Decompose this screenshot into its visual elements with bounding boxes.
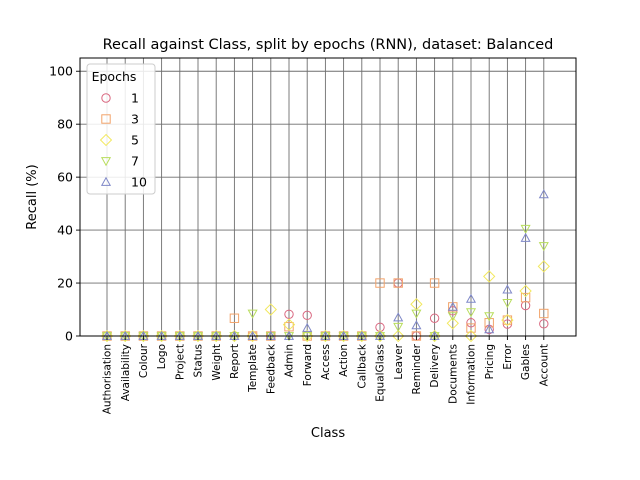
x-tick-label: Action xyxy=(338,344,350,377)
data-point-epoch-3 xyxy=(484,318,494,328)
data-point-epoch-5 xyxy=(483,270,496,283)
grid-lines xyxy=(80,58,576,337)
data-point-epoch-1 xyxy=(429,313,440,323)
data-point-epoch-10 xyxy=(538,189,549,199)
data-point-epoch-5 xyxy=(282,318,296,331)
data-point-epoch-1 xyxy=(466,318,476,328)
data-point-epoch-5 xyxy=(464,329,478,343)
data-point-epoch-3 xyxy=(393,278,403,288)
legend-marker-epoch-3 xyxy=(101,114,111,124)
data-point-epoch-7 xyxy=(465,308,477,318)
y-tick-label: 80 xyxy=(57,117,73,132)
data-point-epoch-10 xyxy=(302,322,313,332)
data-point-epoch-7 xyxy=(502,299,513,309)
legend-marker-epoch-7 xyxy=(100,157,112,167)
y-axis-ticks: 0 20 40 60 80 100 xyxy=(49,64,80,344)
x-tick-label: Gables xyxy=(520,344,532,380)
data-point-epoch-1 xyxy=(539,319,549,329)
x-tick-label: Reminder xyxy=(411,343,423,394)
x-tick-label: Logo xyxy=(156,344,168,369)
data-point-epoch-3 xyxy=(539,308,549,319)
data-point-epoch-3 xyxy=(466,323,476,333)
legend-entry-label: 10 xyxy=(131,175,147,190)
legend-entry-label: 3 xyxy=(131,112,139,127)
data-point-epoch-10 xyxy=(520,232,531,242)
x-tick-label: Template xyxy=(247,344,259,393)
x-tick-label: Delivery xyxy=(429,344,441,388)
data-point-epoch-5 xyxy=(519,284,532,298)
x-tick-label: Pricing xyxy=(484,344,496,379)
legend-entry-label: 5 xyxy=(131,133,139,148)
y-tick-label: 40 xyxy=(57,223,73,238)
data-point-epoch-3 xyxy=(520,292,531,303)
x-tick-label: Information xyxy=(466,344,478,405)
data-point-epoch-3 xyxy=(502,315,513,325)
data-point-epoch-7 xyxy=(538,242,549,252)
x-tick-label: Colour xyxy=(138,343,150,378)
chart-title: Recall against Class, split by epochs (R… xyxy=(103,37,554,53)
y-tick-label: 0 xyxy=(65,329,73,344)
legend-marker-epoch-10 xyxy=(100,176,112,186)
data-point-epoch-3 xyxy=(429,278,440,288)
x-axis-ticks: Authorisation Availability Colour Logo Proje… xyxy=(102,336,550,414)
x-axis-label: Class xyxy=(311,426,345,441)
x-tick-label: Documents xyxy=(447,344,459,404)
data-point-epoch-5 xyxy=(446,317,459,330)
y-axis-label: Recall (%) xyxy=(25,164,40,229)
legend-entry-label: 7 xyxy=(131,154,139,169)
data-point-epoch-7 xyxy=(484,312,495,322)
data-point-epoch-7 xyxy=(447,312,458,322)
y-tick-label: 20 xyxy=(57,276,73,291)
data-point-epoch-10 xyxy=(484,324,495,334)
data-point-epoch-10 xyxy=(411,320,422,330)
data-point-epoch-7 xyxy=(411,309,422,319)
data-point-epoch-10 xyxy=(447,301,458,311)
data-point-epoch-5 xyxy=(246,329,259,343)
data-point-epoch-10 xyxy=(502,284,513,294)
legend-entry-label: 1 xyxy=(131,91,139,106)
legend-title: Epochs xyxy=(92,69,137,84)
y-tick-label: 100 xyxy=(49,64,73,79)
data-point-epoch-1 xyxy=(302,310,312,321)
legend-marker-epoch-1 xyxy=(101,93,111,103)
data-point-epoch-3 xyxy=(229,313,240,323)
data-point-epoch-5 xyxy=(501,313,514,327)
data-point-epoch-5 xyxy=(392,329,405,343)
x-tick-label: Callback xyxy=(356,343,368,388)
y-tick-label: 60 xyxy=(57,170,73,185)
x-tick-label: Admin xyxy=(284,344,296,377)
data-point-epoch-7 xyxy=(247,309,258,319)
legend: Epochs 1 3 5 7 10 xyxy=(86,63,156,195)
data-point-epoch-5 xyxy=(537,260,550,273)
x-tick-label: Account xyxy=(538,344,550,386)
x-tick-label: Project xyxy=(174,344,186,380)
x-tick-label: Access xyxy=(320,344,332,380)
legend-marker-epoch-5 xyxy=(99,133,113,147)
x-tick-label: Status xyxy=(193,344,205,377)
data-point-epoch-10 xyxy=(393,312,404,322)
x-tick-label: Leaver xyxy=(393,343,405,379)
data-point-epoch-7 xyxy=(520,224,531,235)
x-tick-label: Report xyxy=(229,344,241,379)
data-point-epoch-7 xyxy=(393,322,404,332)
x-tick-label: Error xyxy=(502,343,514,369)
x-tick-label: Authorisation xyxy=(102,344,114,414)
data-point-epoch-5 xyxy=(264,303,277,316)
axes-frame xyxy=(79,57,577,337)
x-tick-label: Feedback xyxy=(265,343,277,394)
x-tick-label: EqualGlass xyxy=(375,344,387,402)
data-point-epoch-10 xyxy=(465,293,477,303)
x-tick-label: Weight xyxy=(211,344,223,381)
x-tick-label: Availability xyxy=(120,344,132,401)
data-point-epoch-3 xyxy=(375,278,385,288)
x-tick-label: Forward xyxy=(302,344,314,386)
